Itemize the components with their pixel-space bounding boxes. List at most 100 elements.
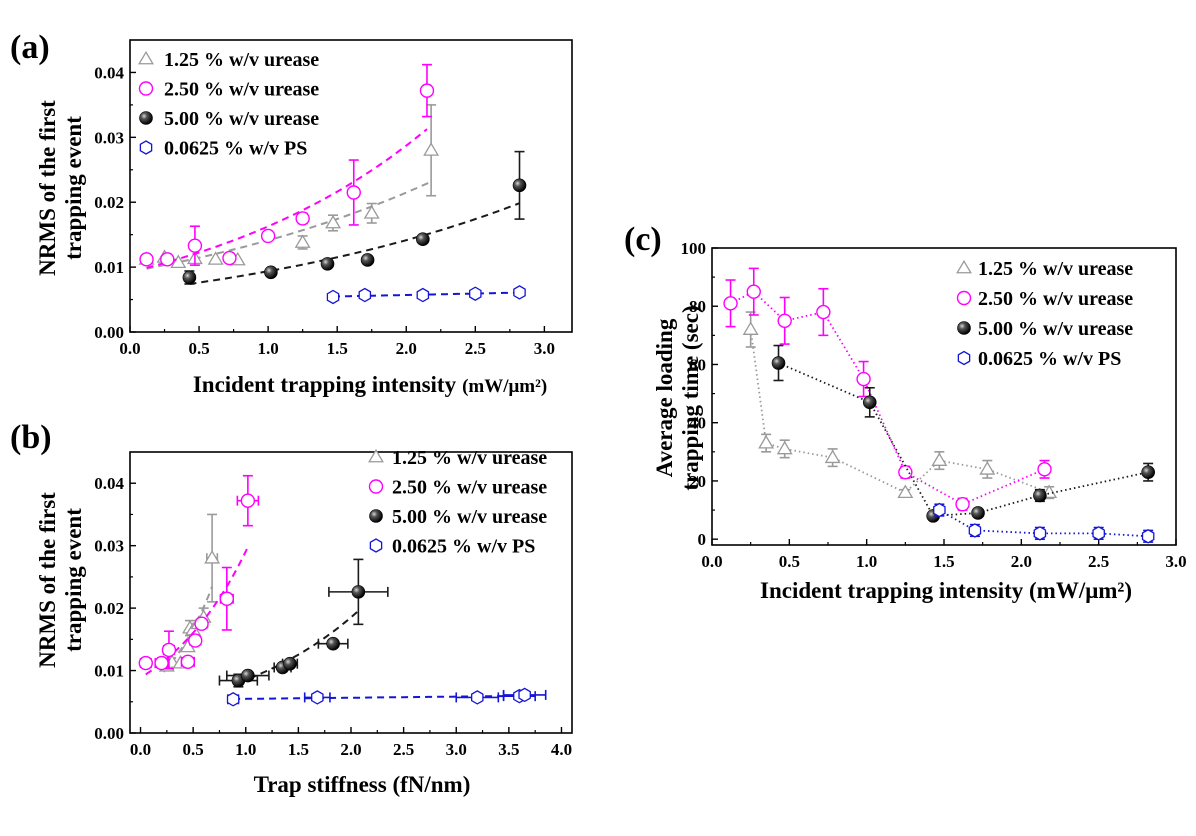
y-axis-label-line: NRMS of the first xyxy=(35,100,60,276)
legend-label: 5.00 % w/v urease xyxy=(978,318,1133,340)
y-axis-label: Average loadingtrapping time (sec) xyxy=(652,305,703,490)
data-point xyxy=(518,687,531,703)
x-tick-label: 4.0 xyxy=(551,740,572,759)
data-point xyxy=(188,633,203,648)
data-point xyxy=(182,270,197,285)
data-point xyxy=(207,251,224,265)
data-point xyxy=(325,214,342,229)
x-tick-label: 0.0 xyxy=(130,740,151,759)
legend-marker xyxy=(138,50,154,65)
x-tick-label: 2.5 xyxy=(465,339,486,358)
data-point xyxy=(363,205,380,219)
y-tick-label: 20 xyxy=(689,472,706,491)
x-axis-label-unit: (mW/μm²) xyxy=(462,376,547,397)
data-point xyxy=(187,238,203,253)
fit-line xyxy=(189,202,520,285)
x-axis-label: Incident trapping intensity (mW/μm²) xyxy=(760,578,1132,603)
legend-label: 0.0625 % w/v PS xyxy=(392,536,535,558)
legend: 1.25 % w/v urease 2.50 % w/v urease 5.00 %… xyxy=(138,49,319,160)
x-axis-label-text: Incident trapping intensity xyxy=(193,372,457,397)
x-tick-label: 3.5 xyxy=(498,740,519,759)
data-point xyxy=(160,252,175,267)
x-tick-label: 0.0 xyxy=(701,552,722,571)
y-axis-label-line: NRMS of the first xyxy=(35,492,60,668)
data-point xyxy=(283,656,297,671)
y-tick-label: 0.03 xyxy=(94,537,124,556)
data-point xyxy=(419,83,435,98)
x-tick-label: 2.0 xyxy=(340,740,361,759)
y-axis-label-line: Average loading xyxy=(652,318,677,477)
x-tick-label: 3.0 xyxy=(446,740,467,759)
data-point xyxy=(240,493,256,508)
data-point xyxy=(226,692,240,707)
data-point xyxy=(294,234,311,248)
panel-label: (b) xyxy=(10,419,52,456)
x-tick-label: 0.5 xyxy=(779,552,800,571)
data-point xyxy=(931,452,948,466)
connect-line xyxy=(778,362,1149,517)
legend-marker xyxy=(957,321,971,335)
data-point xyxy=(776,440,793,455)
x-tick-label: 1.0 xyxy=(258,339,279,358)
data-point xyxy=(320,257,335,271)
legend-marker xyxy=(957,350,971,366)
data-point xyxy=(346,185,361,200)
data-point xyxy=(856,371,871,387)
data-point xyxy=(351,585,366,599)
data-point xyxy=(1033,488,1047,503)
data-point xyxy=(1141,465,1155,480)
data-point xyxy=(897,484,914,499)
legend-label: 1.25 % w/v urease xyxy=(164,49,319,71)
x-tick-label: 3.0 xyxy=(534,339,555,358)
y-axis-label-line: trapping event xyxy=(61,116,86,260)
data-point xyxy=(742,321,759,335)
legend: 1.25 % w/v urease 2.50 % w/v urease 5.00 %… xyxy=(368,447,547,558)
data-layer xyxy=(723,267,1155,544)
data-point xyxy=(933,502,946,518)
y-axis-label: NRMS of the firsttrapping event xyxy=(35,100,86,276)
data-point xyxy=(260,228,276,244)
data-point xyxy=(746,284,761,299)
data-point xyxy=(512,178,527,193)
data-point xyxy=(979,461,996,475)
series-1 xyxy=(139,63,435,269)
legend: 1.25 % w/v urease 2.50 % w/v urease 5.00 %… xyxy=(956,258,1133,370)
series-2 xyxy=(218,558,389,688)
data-point xyxy=(862,395,877,410)
data-point xyxy=(971,506,985,520)
legend-label: 0.0625 % w/v PS xyxy=(978,348,1121,370)
legend-marker xyxy=(368,479,384,494)
data-point xyxy=(771,356,786,370)
y-tick-label: 0.04 xyxy=(94,474,124,493)
x-axis-label-text: Incident trapping intensity (mW/μm²) xyxy=(760,578,1132,603)
data-point xyxy=(824,449,841,464)
connect-line xyxy=(938,509,1149,538)
legend-marker xyxy=(956,290,972,306)
y-tick-label: 0.02 xyxy=(94,193,124,212)
legend-label: 1.25 % w/v urease xyxy=(978,258,1133,280)
legend-label: 5.00 % w/v urease xyxy=(392,506,547,528)
data-point xyxy=(264,265,278,280)
x-tick-label: 3.0 xyxy=(1165,552,1186,571)
legend-marker xyxy=(138,81,154,96)
fit-line xyxy=(145,546,249,676)
data-point xyxy=(326,289,340,305)
data-point xyxy=(416,232,430,247)
y-tick-label: 60 xyxy=(689,355,706,374)
y-tick-label: 0.00 xyxy=(94,323,124,342)
fit-line xyxy=(146,180,432,270)
x-axis-label-text: Trap stiffness (fN/nm) xyxy=(254,772,471,797)
data-point xyxy=(311,690,324,705)
data-point xyxy=(469,286,482,301)
panel-b: 0.0 0.5 1.0 1.5 2.0 2.5 3.0 3.5 4.0 0.00 0.01 0.02 0… xyxy=(10,419,573,797)
x-tick-label: 2.5 xyxy=(1088,552,1109,571)
data-point xyxy=(139,252,154,267)
data-point xyxy=(295,211,310,226)
y-tick-label: 0.01 xyxy=(94,662,124,681)
x-tick-label: 1.0 xyxy=(856,552,877,571)
y-tick-label: 0.00 xyxy=(94,724,124,743)
data-layer xyxy=(138,63,527,305)
data-point xyxy=(154,655,169,671)
x-tick-label: 2.0 xyxy=(1011,552,1032,571)
